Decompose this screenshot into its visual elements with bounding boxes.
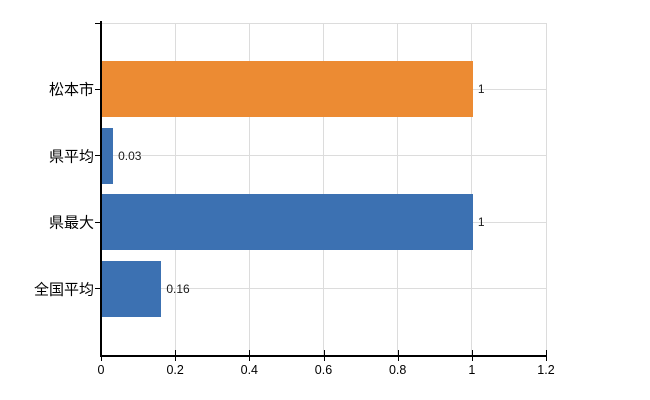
y-axis-tick xyxy=(95,155,101,157)
x-axis-tick xyxy=(175,350,177,361)
horizontal-gridline xyxy=(101,288,546,290)
vertical-gridline xyxy=(323,23,324,355)
value-label: 1 xyxy=(477,82,485,97)
y-axis xyxy=(100,21,102,355)
x-axis-tick xyxy=(546,350,547,361)
y-axis-top-tick xyxy=(95,23,101,24)
bar-松本市 xyxy=(102,61,473,118)
x-tick-label: 0.6 xyxy=(314,363,333,377)
y-axis-tick xyxy=(95,221,101,223)
x-axis-tick xyxy=(471,350,473,361)
x-axis-tick xyxy=(323,350,325,361)
bar-県最大 xyxy=(102,194,473,251)
x-axis-tick xyxy=(101,350,102,361)
x-tick-label: 0 xyxy=(97,363,105,377)
plot-top-gridline xyxy=(101,23,546,24)
x-tick-label: 1 xyxy=(468,363,476,377)
vertical-gridline xyxy=(397,23,399,355)
category-label: 松本市 xyxy=(48,81,94,99)
vertical-gridline xyxy=(174,23,176,355)
x-tick-label: 0.4 xyxy=(240,363,259,377)
x-tick-label: 1.2 xyxy=(537,363,555,377)
x-tick-label: 0.8 xyxy=(388,363,407,377)
x-axis-tick xyxy=(397,350,399,361)
value-label: 0.03 xyxy=(118,148,142,163)
category-label: 県最大 xyxy=(48,214,94,232)
category-label: 全国平均 xyxy=(33,281,94,299)
vertical-gridline xyxy=(471,23,473,355)
vertical-gridline xyxy=(248,23,250,355)
bar-県平均 xyxy=(102,127,114,184)
vertical-gridline xyxy=(545,23,547,355)
y-axis-tick xyxy=(95,288,101,290)
y-axis-tick xyxy=(95,88,101,90)
x-axis-tick xyxy=(249,350,251,361)
horizontal-gridline xyxy=(101,155,546,157)
value-label: 1 xyxy=(477,215,485,230)
x-tick-label: 0.2 xyxy=(166,363,184,377)
bar-全国平均 xyxy=(102,260,162,317)
category-label: 県平均 xyxy=(48,148,94,166)
value-label: 0.16 xyxy=(166,281,190,296)
